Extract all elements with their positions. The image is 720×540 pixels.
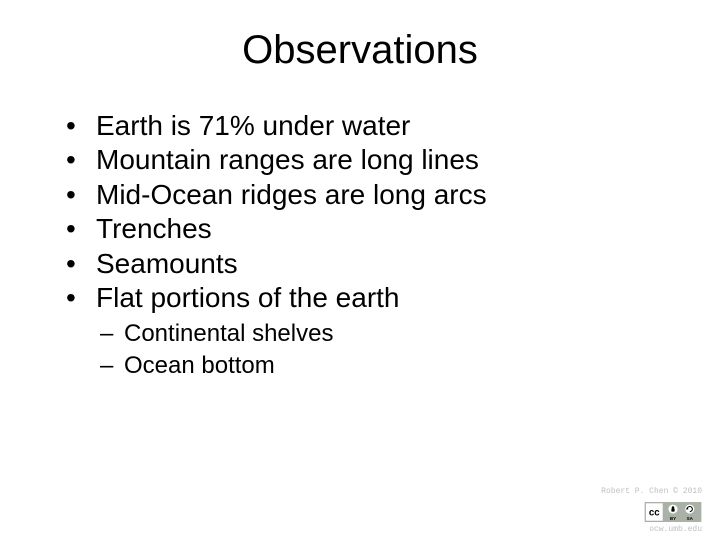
sub-bullet-item: Ocean bottom [96, 350, 672, 382]
slide: Observations Earth is 71% under water Mo… [0, 0, 720, 540]
bullet-item: Earth is 71% under water [60, 109, 672, 143]
bullet-item: Trenches [60, 212, 672, 246]
bullet-item: Seamounts [60, 247, 672, 281]
footer-credit: Robert P. Chen © 2010 [601, 487, 702, 496]
slide-title: Observations [48, 28, 672, 73]
cc-license-badge-icon: cc BY SA [644, 502, 702, 522]
bullet-item: Mid-Ocean ridges are long arcs [60, 178, 672, 212]
bullet-list: Earth is 71% under water Mountain ranges… [60, 109, 672, 382]
footer-url: ocw.umb.edu [649, 525, 702, 534]
cc-badge-person-body [671, 508, 674, 511]
cc-badge-by-label: BY [670, 516, 676, 521]
cc-badge-cc-text: cc [649, 508, 660, 519]
bullet-item-label: Flat portions of the earth [96, 282, 400, 313]
bullet-item: Flat portions of the earth Continental s… [60, 281, 672, 382]
cc-badge-person-head [672, 506, 675, 509]
bullet-item: Mountain ranges are long lines [60, 143, 672, 177]
slide-content: Earth is 71% under water Mountain ranges… [48, 109, 672, 382]
sub-bullet-list: Continental shelves Ocean bottom [96, 318, 672, 383]
sub-bullet-item: Continental shelves [96, 318, 672, 350]
cc-badge-sa-label: SA [687, 516, 694, 521]
